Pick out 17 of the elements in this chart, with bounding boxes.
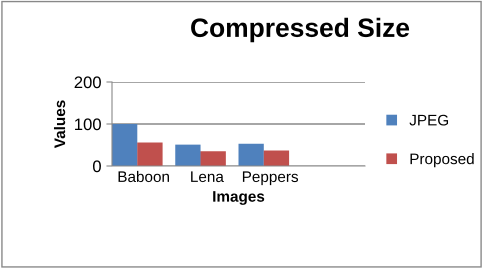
bar — [200, 151, 226, 166]
chart-title: Compressed Size — [191, 18, 410, 42]
y-tick-label: 0 — [92, 160, 101, 172]
bar — [137, 142, 163, 166]
bar — [238, 144, 264, 166]
bar — [175, 144, 201, 166]
legend-label: JPEG — [409, 114, 448, 126]
bar — [264, 150, 290, 166]
x-tick-label: Lena — [191, 171, 224, 182]
y-tick-label: 100 — [75, 118, 101, 130]
y-tick-label: 200 — [74, 76, 101, 88]
x-tick-label: Peppers — [242, 171, 298, 186]
x-axis-title: Images — [213, 191, 264, 205]
bar — [112, 124, 138, 166]
legend-label: Proposed — [410, 153, 474, 168]
x-tick-label: Baboon — [118, 170, 169, 182]
y-axis-title: Values — [54, 100, 66, 148]
